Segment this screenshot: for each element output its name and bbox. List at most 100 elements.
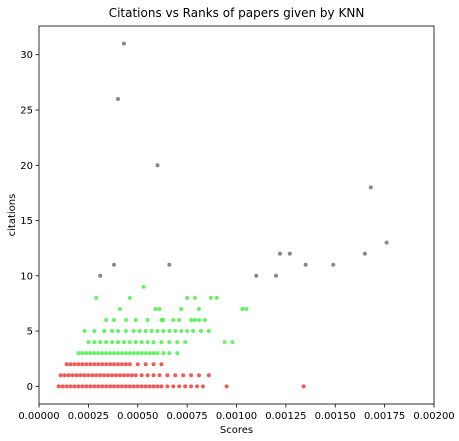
data-point bbox=[129, 373, 134, 378]
data-point bbox=[116, 351, 120, 356]
x-tick-label: 0.00050 bbox=[117, 411, 158, 422]
data-point bbox=[141, 284, 146, 289]
data-point bbox=[171, 318, 176, 322]
data-point bbox=[230, 340, 235, 345]
data-point bbox=[121, 41, 126, 46]
y-tick-label: 25 bbox=[20, 106, 33, 117]
data-point bbox=[151, 373, 156, 378]
data-point bbox=[116, 329, 120, 334]
data-point bbox=[88, 362, 93, 367]
data-point bbox=[277, 251, 282, 256]
data-point bbox=[68, 362, 73, 367]
data-point bbox=[104, 318, 109, 322]
data-point bbox=[185, 329, 190, 334]
data-point bbox=[117, 373, 122, 378]
data-point bbox=[147, 384, 152, 389]
data-point bbox=[98, 373, 103, 378]
data-point bbox=[208, 295, 213, 300]
data-point bbox=[121, 373, 126, 378]
data-point bbox=[202, 318, 207, 322]
data-point bbox=[80, 384, 85, 389]
data-point bbox=[88, 351, 93, 356]
data-point bbox=[159, 384, 164, 389]
data-point bbox=[331, 262, 336, 267]
data-point bbox=[175, 351, 180, 356]
data-point bbox=[135, 384, 140, 389]
data-point bbox=[165, 384, 170, 389]
x-tick-label: 0.00025 bbox=[68, 411, 109, 422]
data-point bbox=[145, 373, 150, 378]
data-point bbox=[92, 351, 97, 356]
x-tick-label: 0.00000 bbox=[18, 411, 59, 422]
data-point bbox=[189, 384, 194, 389]
y-axis-label: citations bbox=[7, 194, 18, 237]
data-point bbox=[224, 384, 229, 389]
data-point bbox=[112, 262, 117, 267]
data-point bbox=[157, 306, 162, 311]
data-point bbox=[157, 373, 162, 378]
data-point bbox=[159, 340, 164, 345]
data-point bbox=[206, 329, 211, 334]
data-point bbox=[104, 351, 109, 356]
x-tick-label: 0.00100 bbox=[216, 411, 257, 422]
data-point bbox=[121, 340, 126, 345]
data-point bbox=[123, 384, 128, 389]
data-point bbox=[92, 384, 97, 389]
x-axis-ticks: 0.00000 0.00025 0.00050 0.00075 0.00100 0.001… bbox=[18, 404, 455, 422]
data-point bbox=[149, 329, 154, 334]
data-point bbox=[143, 384, 148, 389]
data-point bbox=[104, 362, 109, 367]
data-point bbox=[100, 351, 105, 356]
data-point bbox=[117, 306, 122, 311]
y-tick-label: 20 bbox=[20, 161, 33, 172]
data-point bbox=[287, 251, 292, 256]
data-point bbox=[189, 318, 194, 322]
data-point bbox=[119, 384, 124, 389]
data-point bbox=[151, 362, 156, 367]
data-point bbox=[88, 384, 93, 389]
data-point bbox=[70, 373, 75, 378]
data-point bbox=[131, 384, 136, 389]
data-point bbox=[161, 318, 166, 322]
points-layer bbox=[56, 41, 389, 389]
data-point bbox=[155, 384, 160, 389]
data-point bbox=[76, 362, 81, 367]
data-point bbox=[100, 362, 105, 367]
data-point bbox=[114, 373, 119, 378]
data-point bbox=[76, 384, 81, 389]
data-point bbox=[362, 251, 367, 256]
data-point bbox=[112, 318, 117, 322]
data-point bbox=[106, 373, 111, 378]
data-point bbox=[222, 340, 227, 345]
data-point bbox=[135, 351, 140, 356]
data-point bbox=[183, 384, 188, 389]
data-point bbox=[139, 340, 144, 345]
data-point bbox=[108, 351, 113, 356]
data-point bbox=[173, 329, 178, 334]
data-point bbox=[76, 351, 81, 356]
data-point bbox=[112, 362, 117, 367]
data-point bbox=[179, 306, 184, 311]
data-point bbox=[112, 384, 117, 389]
data-point bbox=[147, 351, 152, 356]
data-point bbox=[133, 318, 138, 322]
data-point bbox=[60, 384, 65, 389]
data-point bbox=[98, 273, 103, 278]
data-point bbox=[116, 362, 120, 367]
data-point bbox=[96, 362, 101, 367]
data-point bbox=[119, 362, 124, 367]
data-point bbox=[167, 351, 172, 356]
y-tick-label: 5 bbox=[27, 327, 33, 338]
data-point bbox=[175, 340, 180, 345]
data-point bbox=[127, 340, 132, 345]
data-point bbox=[84, 351, 89, 356]
data-point bbox=[66, 373, 71, 378]
data-point bbox=[82, 329, 87, 334]
data-point bbox=[82, 373, 87, 378]
data-point bbox=[185, 295, 190, 300]
data-point bbox=[143, 362, 148, 367]
data-point bbox=[131, 329, 136, 334]
data-point bbox=[92, 340, 97, 345]
data-point bbox=[200, 384, 205, 389]
data-point bbox=[254, 273, 259, 278]
